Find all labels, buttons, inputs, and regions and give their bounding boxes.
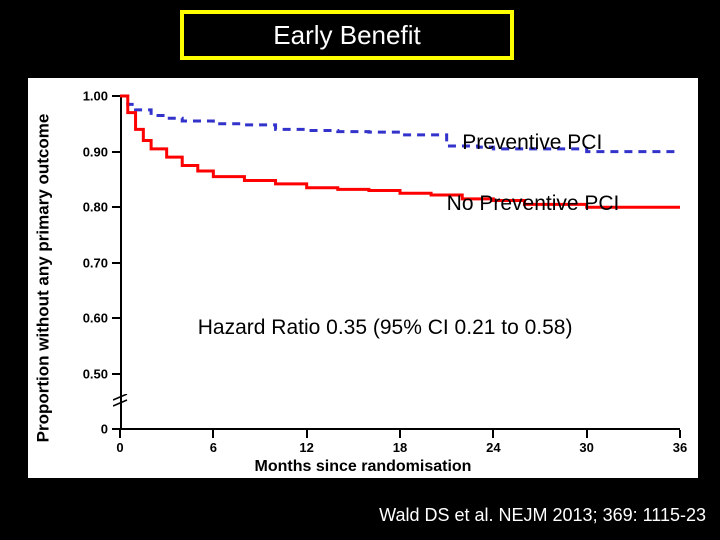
- citation-text: Wald DS et al. NEJM 2013; 369: 1115-23: [379, 505, 706, 526]
- slide: Early Benefit Proportion without any pri…: [0, 0, 720, 540]
- y-tick-label: 0.70: [68, 255, 108, 270]
- x-tick-label: 24: [486, 440, 500, 455]
- x-tick: [586, 430, 588, 438]
- y-tick-label: 0.80: [68, 200, 108, 215]
- plot-region: Preventive PCI No Preventive PCI Hazard …: [120, 96, 680, 430]
- x-tick-label: 12: [299, 440, 313, 455]
- x-tick: [399, 430, 401, 438]
- preventive-pci-label: Preventive PCI: [462, 131, 602, 155]
- y-tick: [112, 317, 120, 319]
- y-tick: [112, 95, 120, 97]
- y-tick-label: 1.00: [68, 89, 108, 104]
- x-axis-title: Months since randomisation: [28, 458, 698, 476]
- hazard-ratio-text: Hazard Ratio 0.35 (95% CI 0.21 to 0.58): [198, 316, 573, 340]
- x-tick: [492, 430, 494, 438]
- title-box: Early Benefit: [180, 10, 514, 60]
- y-tick-label: 0.60: [68, 311, 108, 326]
- y-axis-label: Proportion without any primary outcome: [33, 114, 53, 443]
- x-tick: [212, 430, 214, 438]
- y-tick: [112, 373, 120, 375]
- y-tick-label: 0.90: [68, 144, 108, 159]
- x-tick: [679, 430, 681, 438]
- y-tick: [112, 262, 120, 264]
- y-axis-break-icon: [113, 394, 133, 414]
- x-tick-label: 6: [210, 440, 217, 455]
- x-tick-label: 36: [673, 440, 687, 455]
- y-tick-label: 0: [68, 422, 108, 437]
- y-tick: [112, 151, 120, 153]
- x-tick: [306, 430, 308, 438]
- x-tick: [119, 430, 121, 438]
- x-tick-label: 18: [393, 440, 407, 455]
- y-tick: [112, 206, 120, 208]
- y-tick-label: 0.50: [68, 367, 108, 382]
- x-tick-label: 0: [116, 440, 123, 455]
- chart-area: Proportion without any primary outcome P…: [28, 78, 698, 478]
- no-preventive-pci-label: No Preventive PCI: [447, 192, 620, 216]
- y-axis-title: Proportion without any primary outcome: [28, 78, 58, 478]
- x-tick-label: 30: [579, 440, 593, 455]
- slide-title: Early Benefit: [273, 20, 420, 50]
